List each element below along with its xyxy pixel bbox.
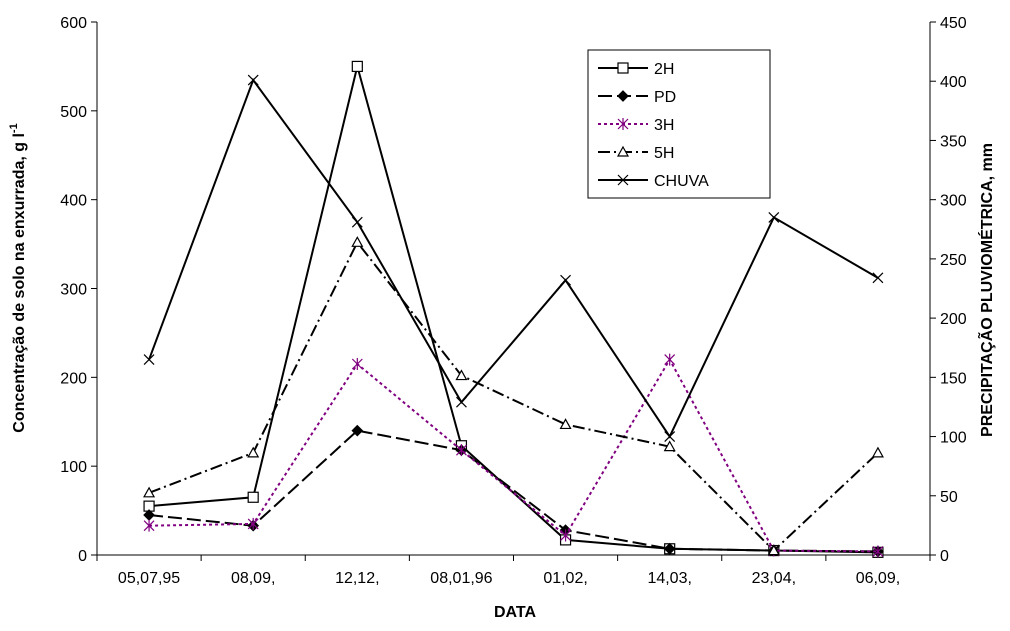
legend-label: 5H <box>654 145 674 162</box>
legend-label: 2H <box>654 61 674 78</box>
legend-label: 3H <box>654 117 674 134</box>
legend-label: CHUVA <box>654 173 709 190</box>
y-axis-title-main: Concentração de solo na enxurrada, g l <box>11 133 28 433</box>
series <box>143 236 884 556</box>
y-tick-label: 200 <box>60 370 87 387</box>
y2-tick-label: 250 <box>940 252 967 269</box>
data-point <box>455 369 468 381</box>
data-point <box>872 272 884 284</box>
data-point <box>872 545 884 558</box>
data-point <box>456 444 467 457</box>
data-point <box>143 519 155 532</box>
data-point <box>351 216 363 228</box>
data-point <box>664 353 676 366</box>
y-axis-title-superscript: -1 <box>8 123 20 133</box>
x-tick-label: 12,12, <box>335 570 379 587</box>
y2-tick-label: 0 <box>940 548 949 565</box>
series-line <box>148 77 879 439</box>
y2-tick-label: 300 <box>940 193 967 210</box>
x-tick-label: 05,07,95 <box>118 570 180 587</box>
data-point <box>663 440 676 452</box>
data-point <box>871 446 884 458</box>
legend-marker <box>617 90 629 102</box>
y2-tick-label: 350 <box>940 133 967 150</box>
data-point <box>247 517 259 530</box>
x-tick-label: 06,09, <box>856 570 900 587</box>
y2-tick-label: 150 <box>940 370 967 387</box>
y2-tick-label: 100 <box>940 430 967 447</box>
y-tick-label: 300 <box>60 282 87 299</box>
data-point <box>351 60 363 73</box>
data-point <box>247 74 259 86</box>
y-axis-title: Concentração de solo na enxurrada, g l-1 <box>8 123 28 432</box>
legend-marker <box>617 174 629 186</box>
y2-tick-label: 50 <box>940 489 958 506</box>
y2-tick-label: 400 <box>940 74 967 91</box>
data-point <box>456 396 467 408</box>
x-tick-label: 01,02, <box>543 570 587 587</box>
y-tick-label: 500 <box>60 104 87 121</box>
series-line <box>148 429 878 553</box>
series-line <box>148 240 879 552</box>
data-point <box>351 236 364 247</box>
data-point <box>247 491 259 503</box>
legend-marker <box>617 118 629 130</box>
series <box>143 60 884 558</box>
data-point <box>663 542 676 555</box>
legend-label: PD <box>654 89 676 106</box>
legend-marker <box>616 145 630 157</box>
y-tick-label: 600 <box>60 15 87 32</box>
data-point <box>560 274 571 286</box>
x-tick-label: 23,04, <box>752 570 796 587</box>
data-point <box>559 418 572 430</box>
y-tick-label: 400 <box>60 193 87 210</box>
y2-tick-label: 200 <box>940 311 967 328</box>
data-point <box>664 431 676 442</box>
x-tick-label: 08,01,96 <box>430 570 492 587</box>
data-point <box>767 544 780 556</box>
y2-tick-label: 450 <box>940 15 967 32</box>
series-line <box>149 357 878 553</box>
data-point <box>560 529 571 542</box>
x-tick-label: 14,03, <box>647 570 691 587</box>
series <box>143 74 884 442</box>
y-tick-label: 0 <box>78 548 87 565</box>
x-axis-title: DATA <box>494 604 537 621</box>
data-point <box>351 424 364 437</box>
data-point <box>768 212 780 223</box>
data-point <box>247 446 260 458</box>
data-point <box>351 358 363 371</box>
data-point <box>143 354 155 365</box>
y2-axis-title: PRECIPITAÇÃO PLUVIOMÉTRICA, mm <box>976 143 996 437</box>
legend-marker <box>617 62 629 74</box>
x-tick-label: 08,09, <box>231 570 275 587</box>
y-tick-label: 100 <box>60 459 87 476</box>
data-point <box>143 486 156 498</box>
